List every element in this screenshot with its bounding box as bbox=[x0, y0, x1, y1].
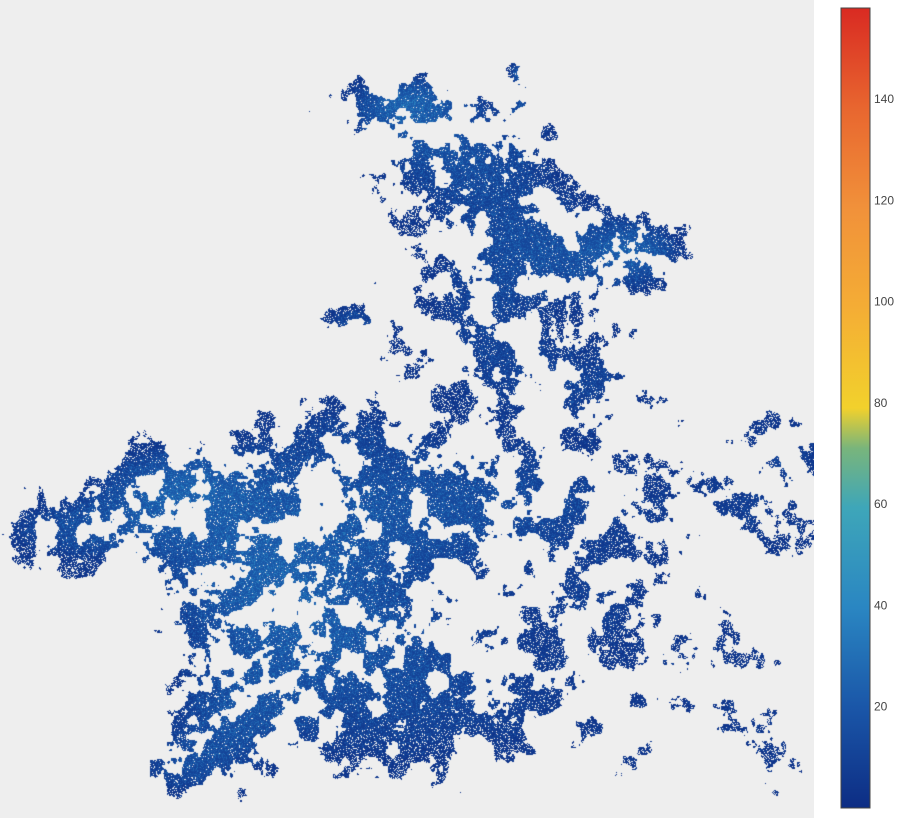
colorbar-gradient bbox=[840, 7, 871, 809]
colorbar-tick-label: 80 bbox=[874, 396, 888, 410]
heatmap-cells[interactable] bbox=[0, 0, 814, 818]
heatmap-plot-area[interactable] bbox=[0, 0, 814, 818]
colorbar-tick-label: 20 bbox=[874, 700, 888, 714]
colorbar-tick-label: 100 bbox=[874, 295, 894, 309]
colorbar-ticks: 20 40 60 80 100 120 140 bbox=[874, 92, 894, 714]
colorbar-tick-label: 120 bbox=[874, 193, 894, 207]
colorbar-tick-label: 140 bbox=[874, 92, 894, 106]
colorbar-tick-label: 60 bbox=[874, 497, 888, 511]
colorbar-tick-label: 40 bbox=[874, 598, 888, 612]
